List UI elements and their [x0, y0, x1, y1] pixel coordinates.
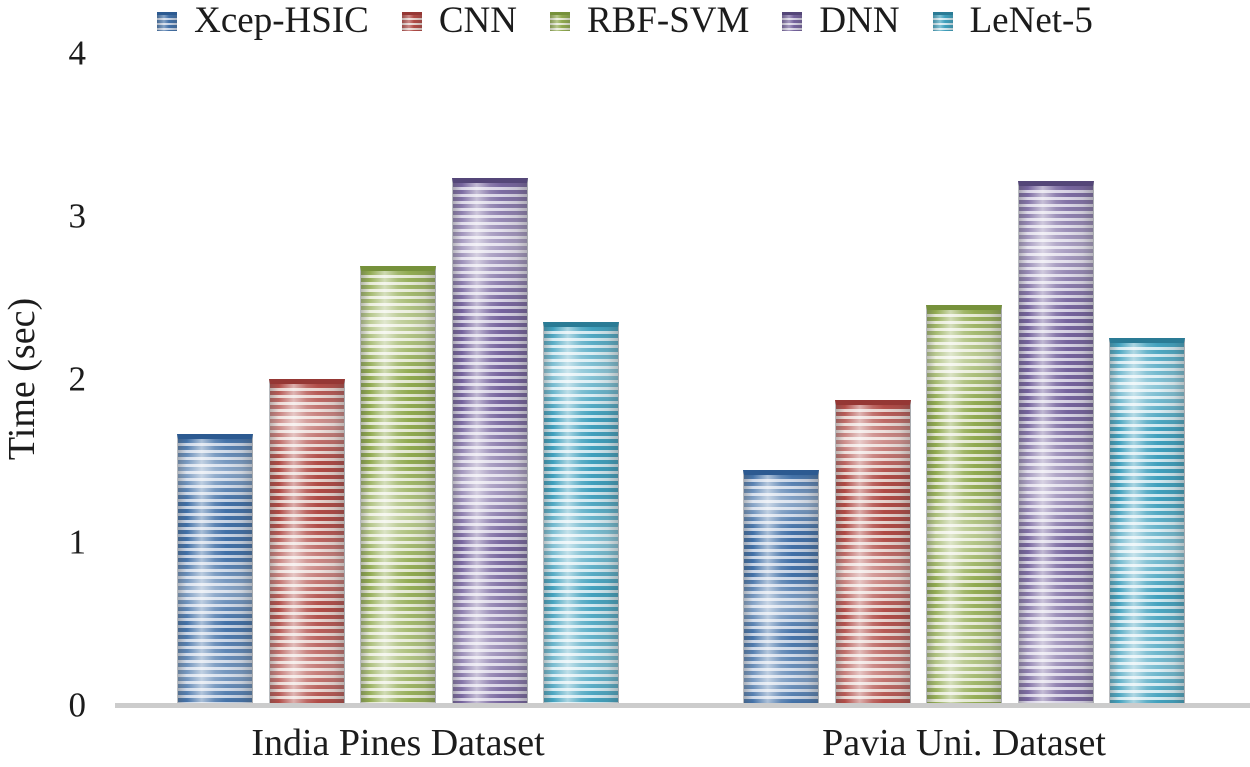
legend-label-cnn: CNN: [438, 0, 517, 41]
bar-dnn-pavia-uni-dataset: [1018, 181, 1094, 703]
legend-label-rbf-svm: RBF-SVM: [586, 0, 750, 41]
bar-cnn-pavia-uni-dataset: [835, 400, 911, 703]
bar-cnn-india-pines-dataset: [269, 379, 345, 703]
y-tick-0: 0: [68, 685, 87, 725]
x-category-label-pavia-uni-dataset: Pavia Uni. Dataset: [822, 722, 1106, 764]
legend-label-xcep-hsic: Xcep-HSIC: [194, 0, 369, 41]
bar-dnn-india-pines-dataset: [452, 178, 528, 703]
chart-legend: Xcep-HSIC CNN RBF-SVM DNN LeNet-5: [0, 0, 1250, 42]
legend-label-dnn: DNN: [819, 0, 900, 41]
y-tick-2: 2: [68, 359, 87, 399]
y-tick-4: 4: [68, 33, 87, 73]
legend-item-dnn: DNN: [782, 0, 900, 41]
legend-label-lenet-5: LeNet-5: [969, 0, 1093, 41]
legend-swatch-rbf-svm: [549, 11, 570, 31]
legend-swatch-xcep-hsic: [157, 11, 178, 31]
legend-swatch-dnn: [782, 11, 803, 31]
x-category-label-india-pines-dataset: India Pines Dataset: [251, 722, 545, 764]
bar-lenet-5-pavia-uni-dataset: [1109, 338, 1185, 703]
legend-item-rbf-svm: RBF-SVM: [549, 0, 750, 41]
legend-item-xcep-hsic: Xcep-HSIC: [157, 1, 369, 41]
bar-xcep-hsic-pavia-uni-dataset: [743, 470, 819, 703]
bar-rbf-svm-india-pines-dataset: [360, 266, 436, 703]
legend-item-lenet-5: LeNet-5: [932, 0, 1093, 41]
legend-swatch-cnn: [401, 11, 422, 31]
legend-swatch-lenet-5: [932, 11, 953, 31]
bar-rbf-svm-pavia-uni-dataset: [926, 305, 1002, 703]
bar-xcep-hsic-india-pines-dataset: [177, 434, 253, 703]
y-tick-1: 1: [68, 522, 87, 562]
legend-item-cnn: CNN: [401, 0, 517, 41]
x-axis-line: [115, 703, 1250, 708]
y-tick-3: 3: [68, 196, 87, 236]
bar-lenet-5-india-pines-dataset: [543, 322, 619, 703]
